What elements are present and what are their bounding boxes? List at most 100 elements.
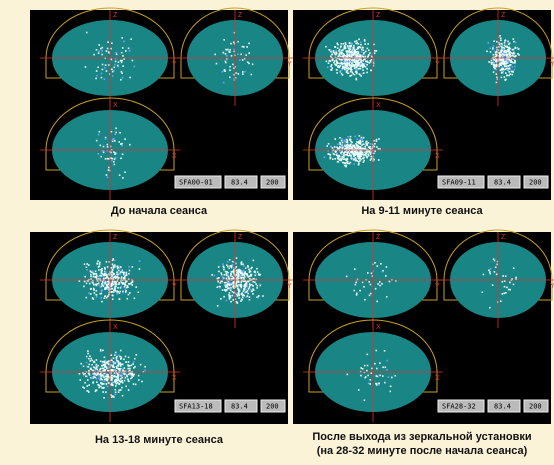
dot <box>110 384 113 386</box>
dot <box>356 280 358 282</box>
dot <box>111 269 114 271</box>
dot <box>226 289 229 291</box>
dot <box>335 50 337 52</box>
dot <box>495 63 498 66</box>
dot <box>116 273 118 275</box>
dot <box>134 357 136 360</box>
dot <box>259 284 262 287</box>
dot <box>112 375 115 378</box>
dot <box>250 73 253 76</box>
dot <box>331 67 333 69</box>
dot <box>504 39 507 41</box>
dot <box>106 379 108 381</box>
dot <box>115 52 117 54</box>
dot <box>223 274 226 276</box>
dot <box>113 375 116 377</box>
dot <box>495 73 498 75</box>
dot <box>347 154 350 157</box>
dot <box>340 63 343 65</box>
dot <box>120 271 122 273</box>
dot <box>116 274 119 277</box>
dot <box>88 391 90 393</box>
dot <box>347 136 349 138</box>
dot <box>108 64 110 66</box>
dot <box>359 156 362 158</box>
dot <box>253 277 255 280</box>
dot <box>341 67 343 70</box>
dot <box>349 46 352 49</box>
dot <box>114 266 116 268</box>
dot <box>348 58 350 60</box>
dot <box>343 164 346 167</box>
dot <box>100 292 103 295</box>
dot <box>96 278 98 281</box>
dot <box>240 270 243 272</box>
dot <box>235 285 238 287</box>
dot <box>491 284 494 286</box>
dot <box>235 280 238 282</box>
head-outline <box>45 97 175 171</box>
dot <box>227 286 229 289</box>
dot <box>371 147 374 150</box>
dot <box>348 41 351 44</box>
dot <box>103 380 105 383</box>
dot <box>339 146 342 149</box>
dot <box>114 140 116 142</box>
dot <box>228 267 230 270</box>
dot <box>214 53 216 56</box>
dot <box>222 277 225 280</box>
dot <box>513 68 516 71</box>
dot <box>377 148 380 150</box>
dot <box>367 43 369 45</box>
dot <box>89 293 92 295</box>
dot <box>375 138 378 141</box>
dot <box>237 288 240 291</box>
dot <box>110 377 113 379</box>
dot <box>246 289 249 292</box>
dot <box>240 300 242 302</box>
dot <box>505 51 508 54</box>
dot <box>121 76 124 79</box>
dot <box>92 372 94 375</box>
dot <box>503 285 506 288</box>
dot <box>359 289 361 292</box>
dot <box>359 65 362 68</box>
dot <box>110 276 112 278</box>
dot <box>366 143 368 146</box>
dot <box>240 281 242 284</box>
dot <box>382 375 384 377</box>
dot <box>341 52 343 54</box>
dot <box>353 52 356 55</box>
dot <box>103 356 106 359</box>
dot <box>339 65 342 67</box>
dot <box>345 61 348 64</box>
dot <box>494 67 496 70</box>
dot <box>350 155 352 157</box>
dot <box>129 143 131 146</box>
dot <box>111 263 114 266</box>
dot <box>354 70 357 73</box>
dot <box>376 375 379 378</box>
dot <box>506 49 509 51</box>
dot <box>96 279 99 282</box>
dot <box>111 369 114 371</box>
dot <box>106 276 108 278</box>
dot <box>495 68 498 71</box>
dot <box>370 152 373 154</box>
dot <box>492 258 495 260</box>
dot <box>103 266 106 269</box>
dot <box>344 143 346 146</box>
dot <box>111 280 114 282</box>
dot <box>113 151 115 153</box>
dot <box>113 69 115 72</box>
dot <box>91 376 94 378</box>
dot <box>246 46 248 48</box>
dot <box>115 385 117 387</box>
dot <box>368 294 371 297</box>
dot <box>228 278 231 280</box>
dot <box>344 59 346 61</box>
dot <box>115 383 118 385</box>
dot <box>126 285 129 287</box>
dot <box>243 265 245 267</box>
dot <box>104 287 106 289</box>
